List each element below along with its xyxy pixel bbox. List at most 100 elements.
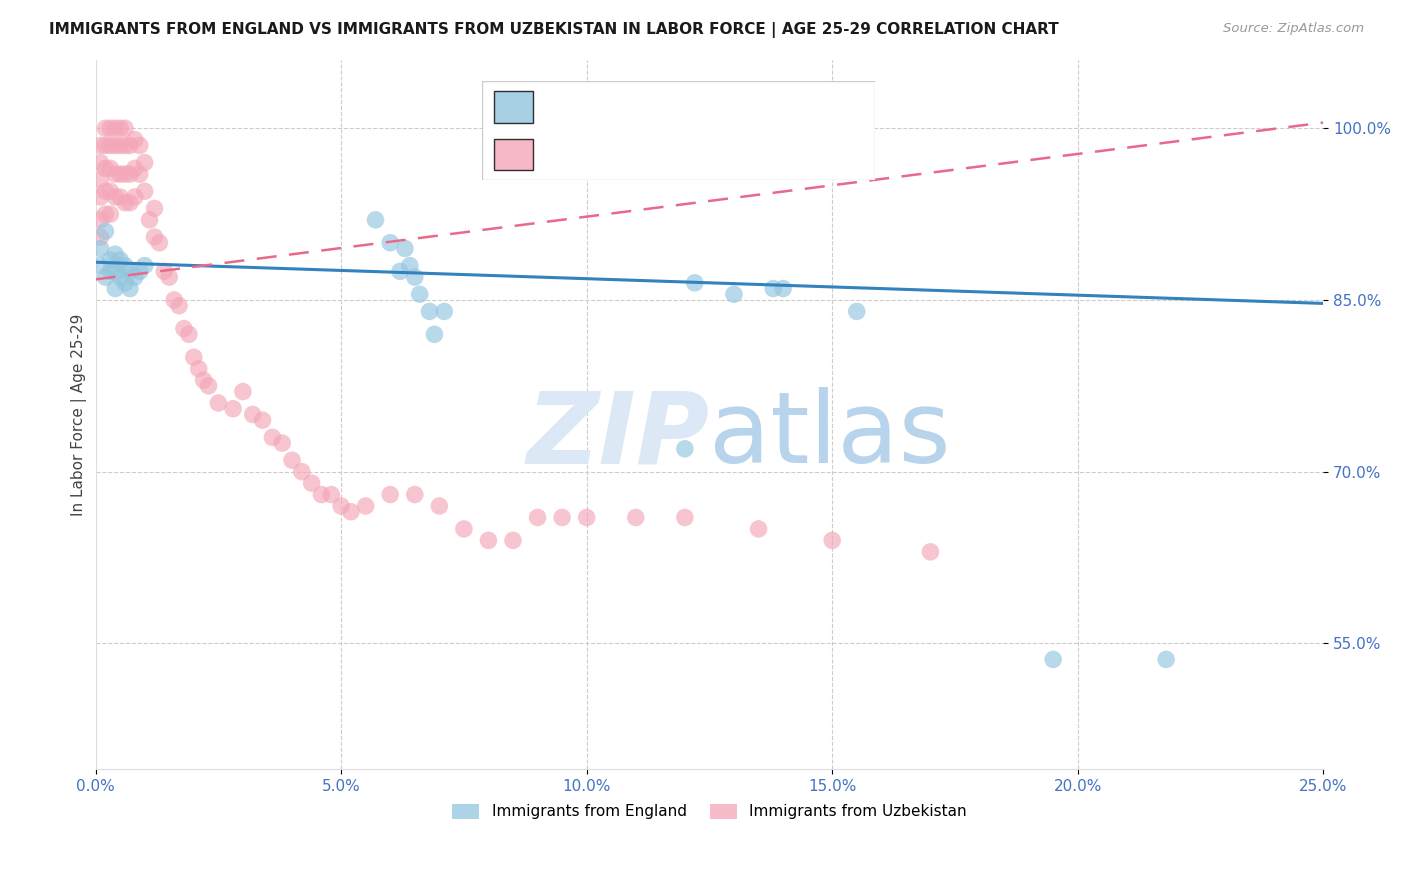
Point	[94, 184, 117, 198]
Text: IMMIGRANTS FROM ENGLAND VS IMMIGRANTS FROM UZBEKISTAN IN LABOR FORCE | AGE 25-29: IMMIGRANTS FROM ENGLAND VS IMMIGRANTS FR…	[49, 22, 1059, 38]
Point	[89, 138, 111, 153]
Point	[104, 264, 127, 278]
Point	[747, 522, 769, 536]
Point	[89, 259, 111, 273]
Point	[321, 487, 343, 501]
Point	[252, 413, 274, 427]
Point	[104, 121, 127, 136]
Point	[821, 533, 844, 548]
Point	[114, 276, 136, 290]
Point	[124, 133, 146, 147]
Point	[124, 190, 146, 204]
Point	[143, 230, 166, 244]
Point	[153, 264, 176, 278]
Point	[920, 545, 942, 559]
Point	[98, 138, 121, 153]
Point	[380, 235, 402, 250]
Point	[134, 184, 156, 198]
Point	[104, 167, 127, 181]
Point	[124, 161, 146, 176]
Point	[187, 361, 209, 376]
Point	[94, 224, 117, 238]
Point	[197, 379, 219, 393]
Point	[114, 195, 136, 210]
Point	[108, 138, 131, 153]
Point	[98, 252, 121, 267]
Point	[762, 281, 785, 295]
Point	[114, 167, 136, 181]
Point	[242, 408, 264, 422]
Point	[502, 533, 524, 548]
Point	[772, 281, 794, 295]
Point	[163, 293, 186, 307]
Point	[526, 510, 548, 524]
Point	[575, 510, 598, 524]
Point	[89, 242, 111, 256]
Legend: Immigrants from England, Immigrants from Uzbekistan: Immigrants from England, Immigrants from…	[446, 797, 973, 825]
Point	[404, 270, 426, 285]
Point	[207, 396, 229, 410]
Point	[394, 242, 416, 256]
Point	[108, 190, 131, 204]
Text: Source: ZipAtlas.com: Source: ZipAtlas.com	[1223, 22, 1364, 36]
Point	[311, 487, 333, 501]
Point	[98, 121, 121, 136]
Point	[89, 212, 111, 227]
Point	[128, 264, 150, 278]
Point	[845, 304, 868, 318]
Point	[380, 487, 402, 501]
Point	[551, 510, 574, 524]
Point	[453, 522, 475, 536]
Point	[104, 138, 127, 153]
Point	[673, 442, 696, 456]
Point	[193, 373, 215, 387]
Point	[340, 505, 363, 519]
Point	[404, 487, 426, 501]
Point	[98, 184, 121, 198]
Point	[89, 230, 111, 244]
Point	[89, 190, 111, 204]
Point	[94, 270, 117, 285]
Point	[354, 499, 377, 513]
Point	[104, 247, 127, 261]
Point	[389, 264, 412, 278]
Point	[89, 155, 111, 169]
Point	[108, 252, 131, 267]
Point	[98, 264, 121, 278]
Point	[683, 276, 706, 290]
Point	[1042, 652, 1064, 666]
Point	[114, 121, 136, 136]
Point	[281, 453, 304, 467]
Point	[301, 476, 323, 491]
Point	[427, 499, 450, 513]
Point	[124, 270, 146, 285]
Point	[114, 138, 136, 153]
Point	[183, 350, 205, 364]
Point	[423, 327, 446, 342]
Point	[433, 304, 456, 318]
Point	[118, 167, 141, 181]
Point	[108, 270, 131, 285]
Point	[118, 195, 141, 210]
Point	[94, 121, 117, 136]
Point	[723, 287, 745, 301]
Text: ZIP: ZIP	[526, 387, 710, 484]
Point	[94, 138, 117, 153]
Point	[330, 499, 353, 513]
Point	[477, 533, 499, 548]
Point	[108, 121, 131, 136]
Point	[134, 155, 156, 169]
Point	[118, 281, 141, 295]
Point	[291, 465, 314, 479]
Point	[98, 161, 121, 176]
Point	[232, 384, 254, 399]
Point	[104, 190, 127, 204]
Point	[1154, 652, 1177, 666]
Point	[138, 212, 160, 227]
Text: atlas: atlas	[710, 387, 950, 484]
Point	[167, 299, 190, 313]
Point	[148, 235, 170, 250]
Y-axis label: In Labor Force | Age 25-29: In Labor Force | Age 25-29	[72, 313, 87, 516]
Point	[271, 436, 294, 450]
Point	[118, 264, 141, 278]
